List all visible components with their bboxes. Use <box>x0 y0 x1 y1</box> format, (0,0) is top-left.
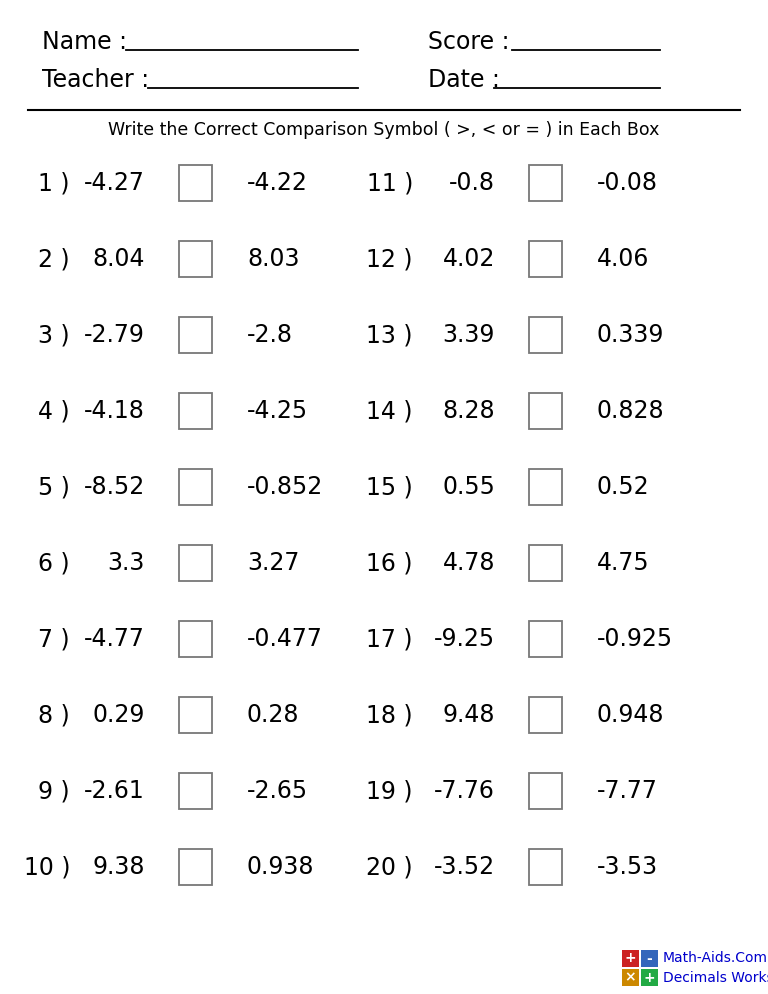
Text: -0.8: -0.8 <box>449 171 495 195</box>
Text: 0.55: 0.55 <box>442 475 495 499</box>
Text: 9 ): 9 ) <box>38 779 70 803</box>
Bar <box>528 469 561 505</box>
Text: 19 ): 19 ) <box>366 779 413 803</box>
Text: 11 ): 11 ) <box>366 171 413 195</box>
Text: -4.27: -4.27 <box>84 171 145 195</box>
Text: -2.79: -2.79 <box>84 323 145 347</box>
Text: Math-Aids.Com: Math-Aids.Com <box>663 951 768 965</box>
Text: 15 ): 15 ) <box>366 475 413 499</box>
Bar <box>528 697 561 733</box>
Text: 4 ): 4 ) <box>38 399 70 423</box>
Text: 17 ): 17 ) <box>366 627 413 651</box>
Text: 3.39: 3.39 <box>442 323 495 347</box>
Text: 7 ): 7 ) <box>38 627 70 651</box>
Text: 20 ): 20 ) <box>366 855 413 879</box>
Text: 0.948: 0.948 <box>597 703 664 727</box>
Text: 3 ): 3 ) <box>38 323 70 347</box>
Text: 8 ): 8 ) <box>38 703 70 727</box>
Text: 8.28: 8.28 <box>442 399 495 423</box>
Text: Write the Correct Comparison Symbol ( >, < or = ) in Each Box: Write the Correct Comparison Symbol ( >,… <box>108 121 660 139</box>
Bar <box>178 773 211 809</box>
Text: 8.03: 8.03 <box>247 247 300 271</box>
Bar <box>178 165 211 201</box>
Bar <box>641 950 658 967</box>
Text: 14 ): 14 ) <box>366 399 413 423</box>
Text: -4.77: -4.77 <box>84 627 145 651</box>
Text: -8.52: -8.52 <box>84 475 145 499</box>
Text: 8.04: 8.04 <box>92 247 145 271</box>
Text: 10 ): 10 ) <box>24 855 70 879</box>
Text: -2.61: -2.61 <box>84 779 145 803</box>
Text: -3.52: -3.52 <box>434 855 495 879</box>
Bar <box>528 849 561 885</box>
Text: 18 ): 18 ) <box>366 703 413 727</box>
Text: 4.06: 4.06 <box>597 247 650 271</box>
Bar <box>178 317 211 353</box>
Text: 0.339: 0.339 <box>597 323 664 347</box>
Text: 16 ): 16 ) <box>366 551 413 575</box>
Text: -0.08: -0.08 <box>597 171 658 195</box>
Text: 0.52: 0.52 <box>597 475 650 499</box>
Bar <box>178 241 211 277</box>
Text: 4.75: 4.75 <box>597 551 650 575</box>
Text: -2.8: -2.8 <box>247 323 293 347</box>
Bar <box>528 545 561 581</box>
Text: -9.25: -9.25 <box>434 627 495 651</box>
Text: 0.28: 0.28 <box>247 703 300 727</box>
Text: 3.3: 3.3 <box>108 551 145 575</box>
Text: 12 ): 12 ) <box>366 247 413 271</box>
Text: 6 ): 6 ) <box>38 551 70 575</box>
Text: 0.938: 0.938 <box>247 855 315 879</box>
Bar <box>178 849 211 885</box>
Text: 4.02: 4.02 <box>442 247 495 271</box>
Text: 4.78: 4.78 <box>442 551 495 575</box>
Bar <box>528 393 561 429</box>
Bar <box>178 697 211 733</box>
Text: 2 ): 2 ) <box>38 247 70 271</box>
Bar <box>641 969 658 986</box>
Text: Name :: Name : <box>42 30 127 54</box>
Text: 13 ): 13 ) <box>366 323 413 347</box>
Text: -0.477: -0.477 <box>247 627 323 651</box>
Text: -7.77: -7.77 <box>597 779 658 803</box>
Text: -4.22: -4.22 <box>247 171 308 195</box>
Bar <box>622 969 639 986</box>
Bar <box>178 469 211 505</box>
Text: 9.38: 9.38 <box>92 855 145 879</box>
Text: Teacher :: Teacher : <box>42 68 149 92</box>
Text: -4.18: -4.18 <box>84 399 145 423</box>
Text: -: - <box>647 951 652 965</box>
Text: -3.53: -3.53 <box>597 855 658 879</box>
Bar <box>178 393 211 429</box>
Bar <box>178 621 211 657</box>
Text: 5 ): 5 ) <box>38 475 70 499</box>
Text: 3.27: 3.27 <box>247 551 300 575</box>
Bar <box>528 317 561 353</box>
Text: -2.65: -2.65 <box>247 779 308 803</box>
Text: +: + <box>644 970 655 984</box>
Text: -0.925: -0.925 <box>597 627 673 651</box>
Text: -4.25: -4.25 <box>247 399 308 423</box>
Bar <box>528 773 561 809</box>
Bar <box>528 241 561 277</box>
Text: Date :: Date : <box>428 68 500 92</box>
Bar <box>528 621 561 657</box>
Text: Score :: Score : <box>428 30 509 54</box>
Text: 9.48: 9.48 <box>442 703 495 727</box>
Text: 1 ): 1 ) <box>38 171 70 195</box>
Text: 0.828: 0.828 <box>597 399 664 423</box>
Text: -7.76: -7.76 <box>434 779 495 803</box>
Text: +: + <box>624 951 637 965</box>
Bar <box>178 545 211 581</box>
Text: ×: × <box>624 970 637 984</box>
Bar <box>528 165 561 201</box>
Text: -0.852: -0.852 <box>247 475 323 499</box>
Text: 0.29: 0.29 <box>93 703 145 727</box>
Text: Decimals Worksheets: Decimals Worksheets <box>663 970 768 984</box>
Bar <box>622 950 639 967</box>
